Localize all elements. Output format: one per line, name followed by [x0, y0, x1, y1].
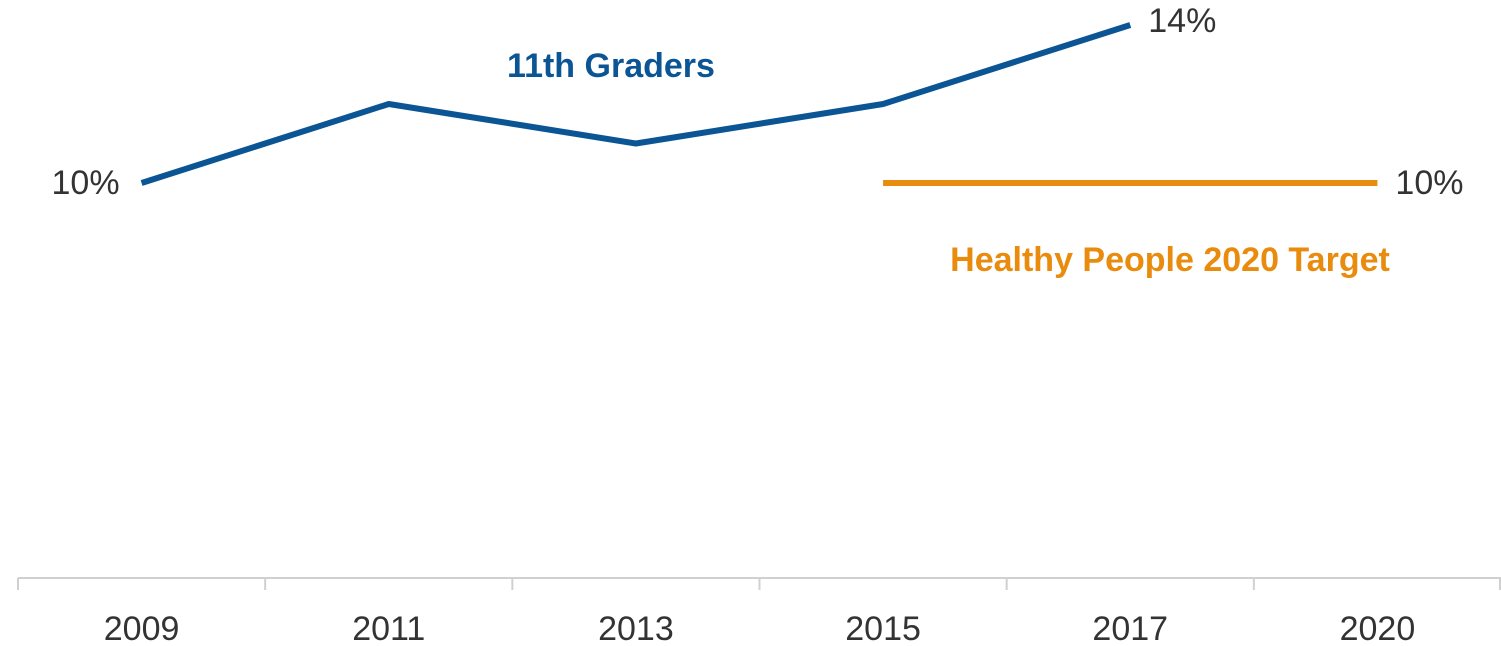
series-name: Healthy People 2020 Target: [950, 241, 1390, 279]
series-name: 11th Graders: [507, 47, 715, 85]
x-tick-label: 2015: [845, 610, 921, 646]
x-tick-label: 2017: [1092, 610, 1168, 646]
series-line: [140, 22, 1132, 186]
x-tick-label: 2013: [598, 610, 674, 646]
data-label: 10%: [52, 164, 120, 202]
x-tick-label: 2009: [104, 610, 180, 646]
data-label: 14%: [1148, 2, 1216, 40]
x-tick-label: 2020: [1340, 610, 1416, 646]
data-label: 10%: [1395, 164, 1463, 202]
x-tick-label: 2011: [352, 610, 425, 646]
